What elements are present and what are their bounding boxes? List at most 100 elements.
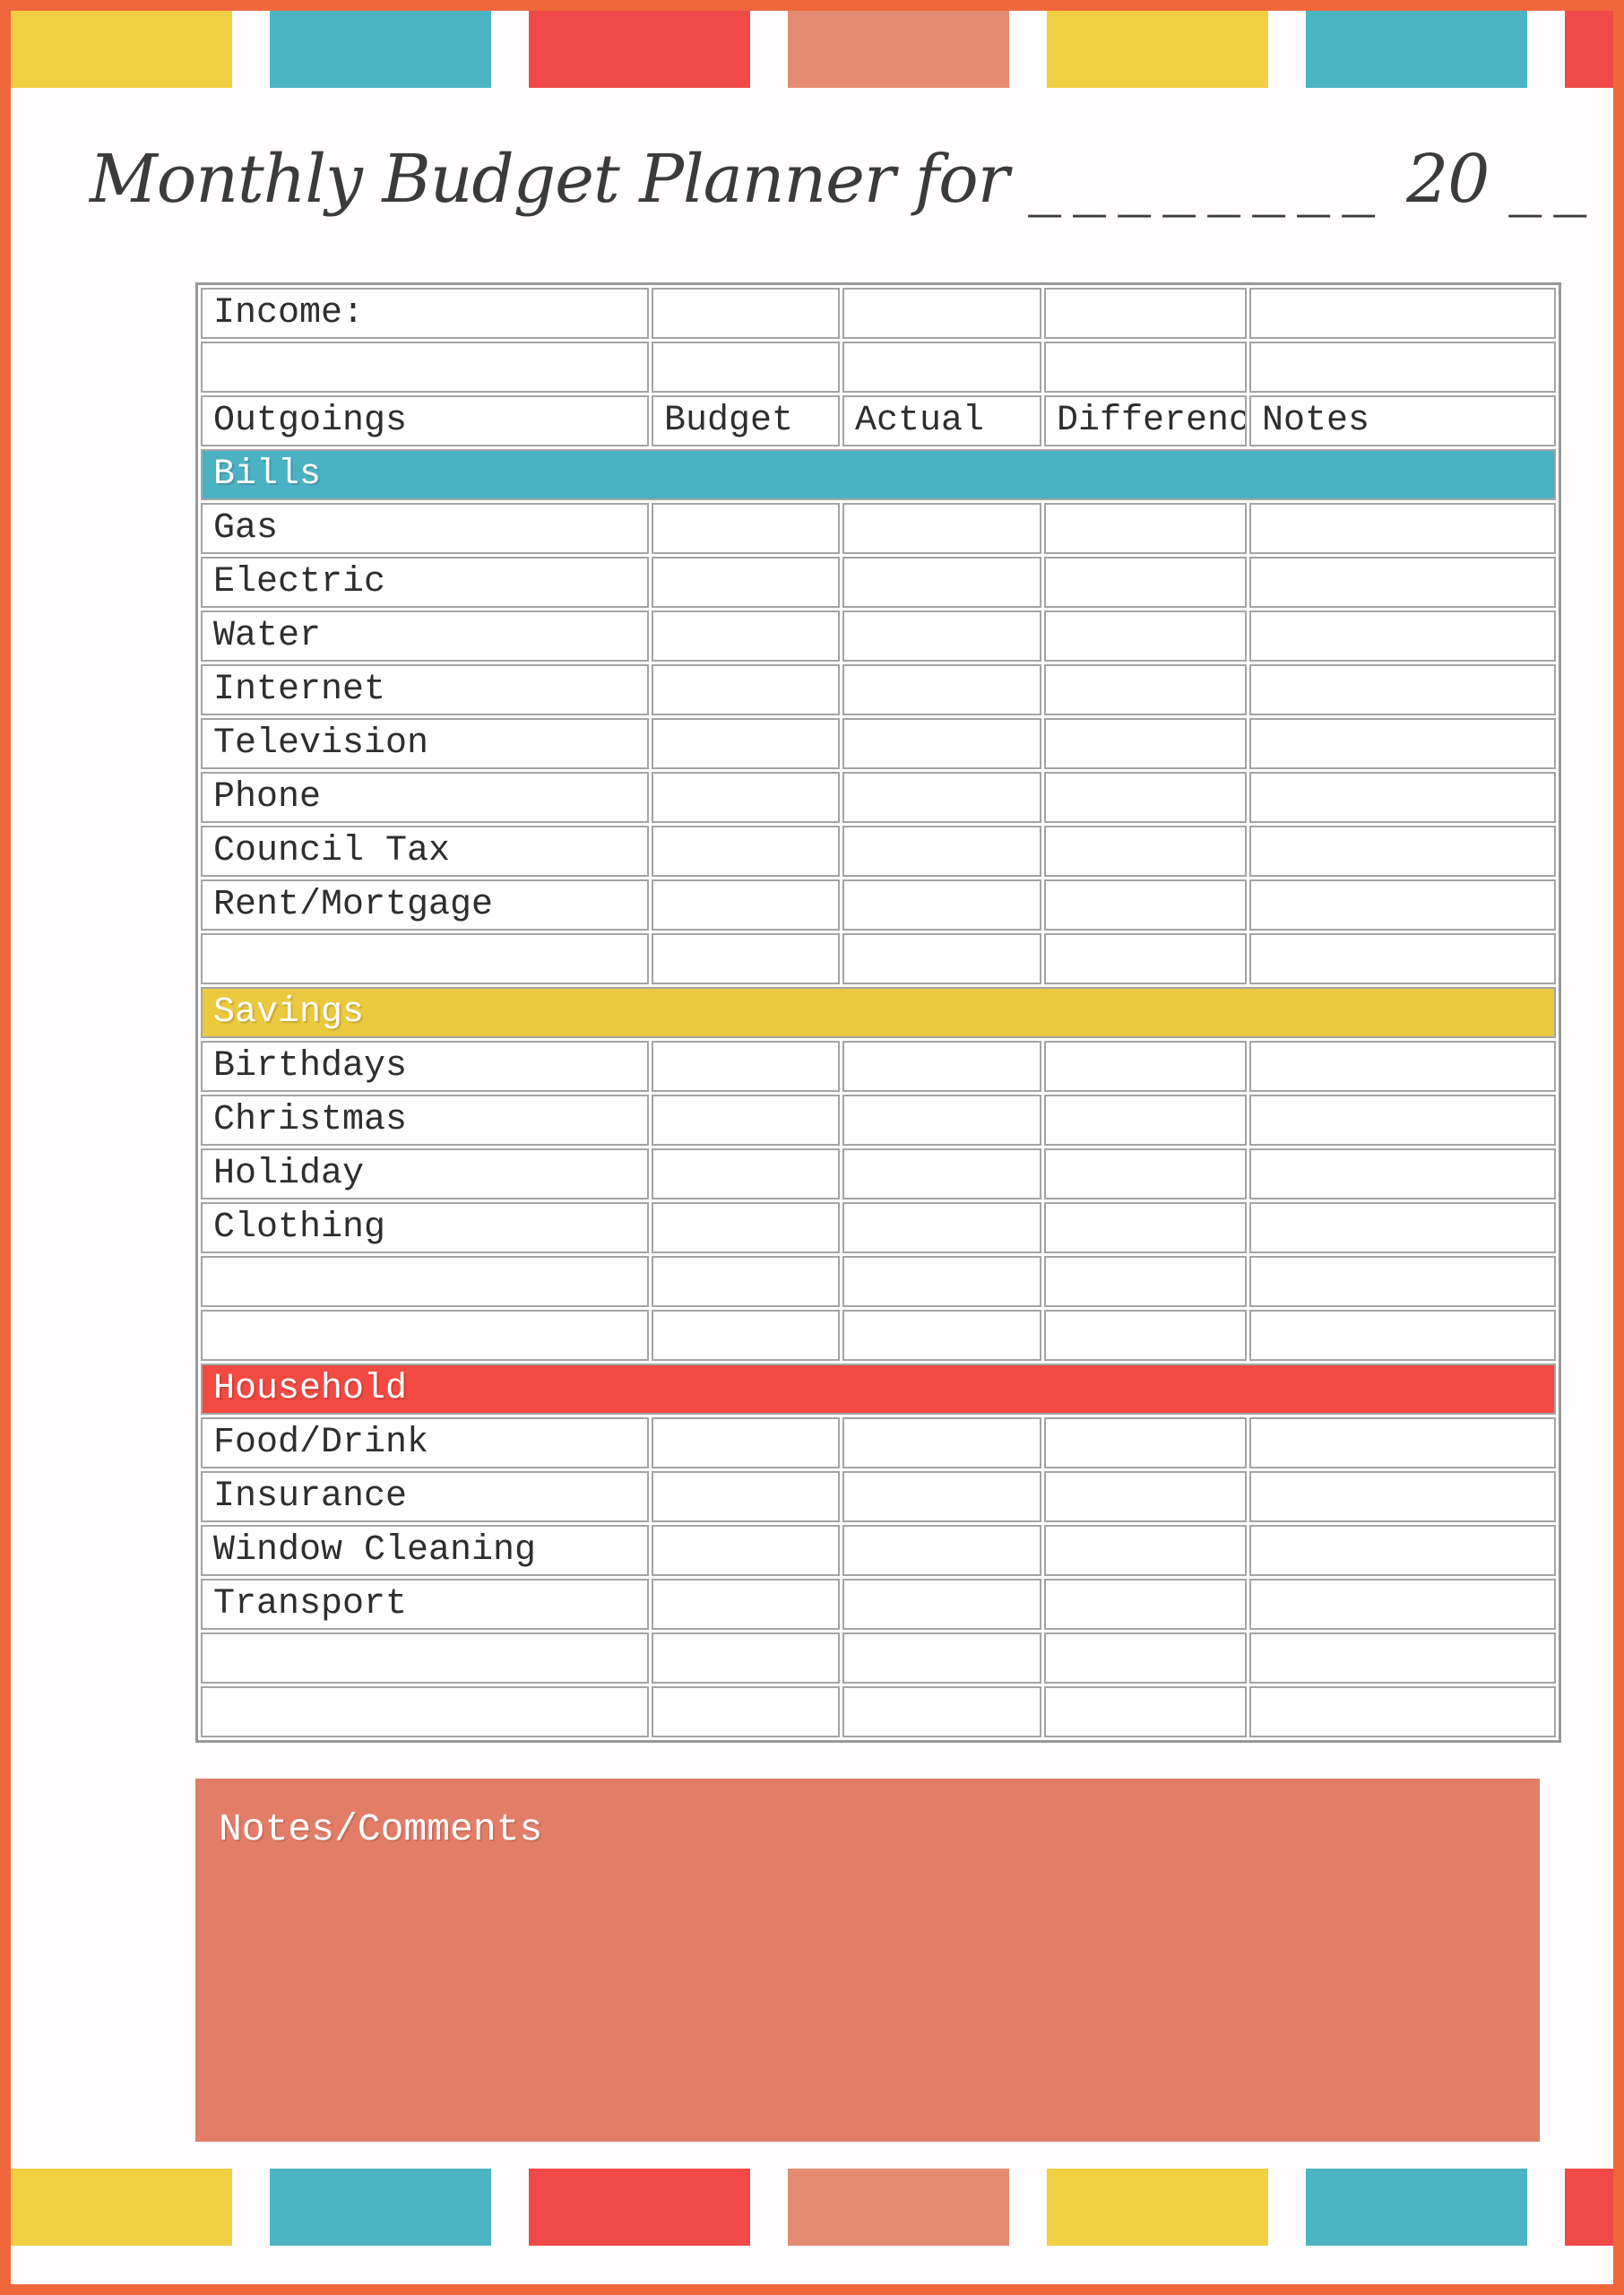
value-cell [1249, 1632, 1556, 1684]
expense-label: Television [201, 717, 649, 769]
value-cell [842, 771, 1041, 823]
value-cell [652, 932, 840, 984]
value-cell [1044, 287, 1247, 339]
color-square [11, 11, 232, 88]
expense-row: Christmas [201, 1094, 1556, 1146]
value-cell [1249, 932, 1556, 984]
expense-label: Clothing [201, 1201, 649, 1253]
value-cell [201, 932, 649, 984]
value-cell [842, 825, 1041, 877]
value-cell [652, 1416, 840, 1468]
color-square [1047, 2168, 1268, 2246]
value-cell [1044, 1201, 1247, 1253]
expense-label: Council Tax [201, 825, 649, 877]
value-cell [842, 1416, 1041, 1468]
expense-row: Insurance [201, 1470, 1556, 1522]
value-cell [1249, 1578, 1556, 1630]
value-cell [1249, 663, 1556, 715]
income-row: Income: [201, 287, 1556, 339]
value-cell [1044, 556, 1247, 608]
expense-row: Gas [201, 502, 1556, 554]
value-cell [652, 1094, 840, 1146]
value-cell [652, 1040, 840, 1092]
value-cell [652, 1470, 840, 1522]
section-header-label: Household [201, 1363, 1556, 1415]
color-square [788, 11, 1009, 88]
section-header-bills: Bills [201, 448, 1556, 500]
value-cell [1044, 610, 1247, 662]
expense-label: Window Cleaning [201, 1524, 649, 1576]
value-cell [1044, 1632, 1247, 1684]
value-cell [1044, 879, 1247, 931]
expense-row: Water [201, 610, 1556, 662]
expense-label: Phone [201, 771, 649, 823]
value-cell [1044, 1148, 1247, 1199]
blank-row [201, 1632, 1556, 1684]
value-cell [201, 1255, 649, 1307]
year-write-in-line: __ [1508, 141, 1599, 218]
expense-row: Phone [201, 771, 1556, 823]
column-header-notes: Notes [1249, 394, 1556, 446]
color-square [270, 11, 491, 88]
value-cell [1249, 1148, 1556, 1199]
value-cell [842, 610, 1041, 662]
value-cell [1044, 1309, 1247, 1361]
value-cell [201, 1632, 649, 1684]
color-square [11, 2168, 232, 2246]
value-cell [652, 1685, 840, 1737]
value-cell [1249, 341, 1556, 393]
color-square [788, 2168, 1009, 2246]
value-cell [842, 1524, 1041, 1576]
expense-row: Birthdays [201, 1040, 1556, 1092]
value-cell [1044, 1040, 1247, 1092]
value-cell [1044, 1524, 1247, 1576]
value-cell [652, 610, 840, 662]
bottom-color-squares [11, 2168, 1613, 2246]
value-cell [842, 1201, 1041, 1253]
value-cell [1249, 1255, 1556, 1307]
value-cell [652, 1201, 840, 1253]
color-square [270, 2168, 491, 2246]
value-cell [1044, 1578, 1247, 1630]
value-cell [842, 1040, 1041, 1092]
color-square [1306, 11, 1527, 88]
expense-row: Electric [201, 556, 1556, 608]
expense-label: Electric [201, 556, 649, 608]
value-cell [842, 1685, 1041, 1737]
value-cell [652, 287, 840, 339]
value-cell [842, 1309, 1041, 1361]
value-cell [1249, 1685, 1556, 1737]
expense-row: Rent/Mortgage [201, 879, 1556, 931]
value-cell [1044, 771, 1247, 823]
value-cell [652, 1578, 840, 1630]
expense-label: Holiday [201, 1148, 649, 1199]
value-cell [1044, 502, 1247, 554]
color-square [529, 2168, 750, 2246]
value-cell [1249, 502, 1556, 554]
value-cell [1044, 825, 1247, 877]
value-cell [842, 1255, 1041, 1307]
value-cell [842, 287, 1041, 339]
value-cell [1044, 1470, 1247, 1522]
value-cell [1044, 1094, 1247, 1146]
expense-label: Transport [201, 1578, 649, 1630]
expense-row: Transport [201, 1578, 1556, 1630]
expense-row: Window Cleaning [201, 1524, 1556, 1576]
value-cell [652, 341, 840, 393]
month-write-in-line: ________ [1028, 141, 1387, 218]
value-cell [842, 717, 1041, 769]
value-cell [842, 1148, 1041, 1199]
value-cell [201, 341, 649, 393]
column-header-budget: Budget [652, 394, 840, 446]
expense-row: Food/Drink [201, 1416, 1556, 1468]
blank-row [201, 1255, 1556, 1307]
value-cell [652, 1148, 840, 1199]
value-cell [652, 825, 840, 877]
color-square [1306, 2168, 1527, 2246]
value-cell [1249, 771, 1556, 823]
value-cell [842, 1470, 1041, 1522]
value-cell [1249, 1201, 1556, 1253]
value-cell [1249, 879, 1556, 931]
value-cell [842, 1632, 1041, 1684]
